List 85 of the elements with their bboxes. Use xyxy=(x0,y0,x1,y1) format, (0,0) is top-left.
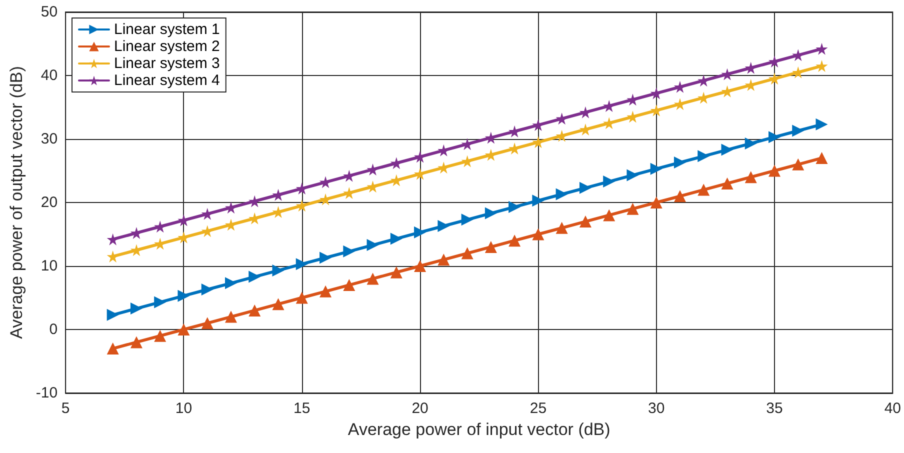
point xyxy=(532,228,544,240)
point xyxy=(674,156,686,168)
point xyxy=(461,247,474,260)
point xyxy=(626,169,639,182)
y-tick-label: 40 xyxy=(40,67,58,84)
y-tick-label: 20 xyxy=(40,194,58,211)
point xyxy=(390,266,402,278)
point xyxy=(508,234,521,247)
legend-label: Linear system 4 xyxy=(114,72,220,89)
point xyxy=(201,317,214,330)
point xyxy=(130,302,142,315)
point xyxy=(106,308,119,321)
point xyxy=(792,158,804,170)
point xyxy=(130,336,142,348)
point xyxy=(248,304,261,316)
point xyxy=(816,118,828,130)
point xyxy=(816,152,828,164)
x-tick-label: 30 xyxy=(648,400,665,417)
x-axis-title: Average power of input vector (dB) xyxy=(348,420,610,439)
legend-label: Linear system 3 xyxy=(114,55,220,72)
point xyxy=(816,60,828,72)
point xyxy=(248,270,261,283)
point xyxy=(674,190,686,202)
point xyxy=(603,176,616,188)
point xyxy=(366,239,379,252)
point xyxy=(366,272,379,285)
point xyxy=(272,264,284,276)
point xyxy=(816,42,828,55)
point xyxy=(296,292,308,304)
legend-label: Linear system 1 xyxy=(114,21,220,38)
point xyxy=(484,207,497,220)
point xyxy=(178,290,190,302)
point xyxy=(272,298,284,310)
legend-label: Linear system 2 xyxy=(114,38,220,55)
x-tick-label: 25 xyxy=(530,400,547,417)
point xyxy=(792,124,804,137)
point xyxy=(650,196,662,208)
point xyxy=(768,131,781,144)
point xyxy=(579,182,592,194)
point xyxy=(532,194,544,207)
x-tick-label: 35 xyxy=(766,400,783,417)
y-tick-label: 0 xyxy=(49,321,58,338)
point xyxy=(626,202,639,215)
point xyxy=(438,254,450,266)
point xyxy=(721,144,734,156)
point xyxy=(744,137,757,150)
point xyxy=(744,171,757,184)
point xyxy=(484,240,497,253)
x-tick-label: 40 xyxy=(884,400,901,417)
point xyxy=(556,222,568,234)
y-axis-title: Average power of output vector (dB) xyxy=(7,66,26,339)
point xyxy=(650,162,662,175)
point xyxy=(579,216,592,228)
x-tick-label: 10 xyxy=(175,400,192,417)
point xyxy=(224,277,237,290)
x-tick-label: 20 xyxy=(412,400,428,417)
point xyxy=(320,252,332,264)
y-tick-label: -10 xyxy=(36,384,58,402)
point xyxy=(698,184,710,196)
y-tick-label: 50 xyxy=(40,4,58,20)
x-tick-label: 5 xyxy=(61,400,70,417)
point xyxy=(154,330,166,342)
point xyxy=(508,200,521,213)
point xyxy=(178,324,190,336)
point xyxy=(721,177,734,190)
point xyxy=(224,310,237,323)
point xyxy=(603,209,616,222)
point xyxy=(106,342,119,355)
point xyxy=(768,164,781,177)
point xyxy=(414,226,426,238)
point xyxy=(154,296,166,308)
point xyxy=(201,283,214,296)
point xyxy=(390,232,402,245)
point xyxy=(461,214,474,226)
point xyxy=(414,260,426,272)
y-tick-label: 10 xyxy=(40,258,58,274)
point xyxy=(343,279,356,292)
point xyxy=(438,220,450,232)
point xyxy=(320,285,332,298)
x-tick-label: 15 xyxy=(294,400,310,417)
point xyxy=(556,188,568,200)
point xyxy=(698,150,710,162)
point xyxy=(343,245,356,258)
y-tick-label: 30 xyxy=(40,130,58,148)
point xyxy=(296,258,308,270)
